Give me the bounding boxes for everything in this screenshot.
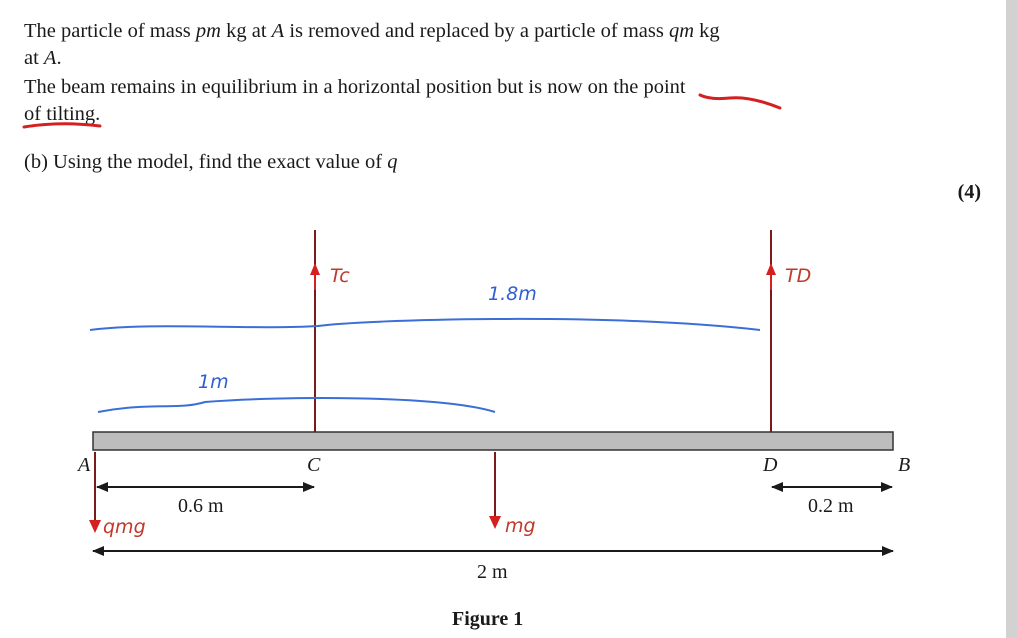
question-line-2: at A. [24,47,62,69]
question-line-4: of tilting. [24,103,101,125]
point-label-c: C [307,454,321,476]
label-mg: mg [505,515,536,537]
page-edge-bar [1006,0,1017,638]
beam [92,431,894,451]
weight-arrowhead-a [89,520,101,533]
question-line-1: The particle of mass pm kg at A is remov… [24,20,720,42]
underline-annotation-1 [698,93,782,110]
label-qmg: qmg [103,516,146,538]
label-tension-c: Tc [330,265,350,287]
dim-label-ab: 2 m [477,561,508,583]
figure-caption: Figure 1 [452,608,523,630]
label-1-8m: 1.8m [488,283,537,305]
marks-label: (4) [957,181,981,203]
question-line-3: The beam remains in equilibrium in a hor… [24,76,686,98]
point-label-b: B [898,454,910,476]
underline-annotation-2 [22,122,102,129]
weight-arrowhead-mid [489,516,501,529]
label-tension-d: TD [785,265,811,287]
point-label-d: D [762,454,778,476]
bracket-1m [97,397,496,413]
point-label-a: A [76,454,91,476]
dim-label-db: 0.2 m [808,495,854,517]
label-1m: 1m [198,371,229,393]
part-b-question: (b) Using the model, find the exact valu… [24,151,398,173]
bracket-1-8m [89,317,761,331]
dim-label-ac: 0.6 m [178,495,224,517]
